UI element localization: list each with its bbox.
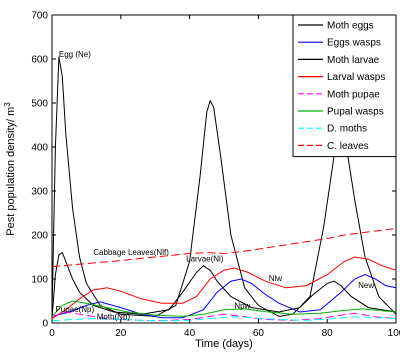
y-tick-label: 500	[31, 99, 48, 110]
annotation-pupae-np: Pupae(Np)	[55, 305, 94, 314]
x-tick-label: 40	[184, 328, 196, 339]
annotation-moth-nb: Moth(Nb)	[97, 312, 131, 321]
x-tick-label: 60	[253, 328, 265, 339]
y-tick-label: 300	[31, 187, 48, 198]
x-tick-label: 0	[49, 328, 55, 339]
y-tick-label: 400	[31, 143, 48, 154]
series-line-moth-pupae	[51, 311, 397, 322]
series-line-eggs-wasps	[51, 274, 397, 319]
annotation-layer: Egg (Ne) Cabbage Leaves(Nlf) Larvae(Nl) Nlw…	[55, 50, 374, 322]
legend-label-pupal-wasps: Pupal wasps	[327, 107, 384, 118]
y-axis-label: Pest population density/ m3	[3, 102, 17, 236]
series-line-d-moths	[51, 316, 397, 322]
legend-label-moth-larvae: Moth larvae	[327, 55, 380, 66]
y-tick-label: 200	[31, 231, 48, 242]
x-tick-label: 20	[115, 328, 127, 339]
annotation-new: New	[358, 281, 374, 290]
y-axis-label-superscript: 3	[3, 102, 12, 107]
y-axis-label-text: Pest population density/ m	[5, 107, 17, 236]
x-tick-label: 80	[322, 328, 334, 339]
legend-label-larval-wasps: Larval wasps	[327, 72, 385, 83]
annotation-egg-ne: Egg (Ne)	[59, 50, 91, 59]
legend-box	[292, 14, 397, 158]
y-tick-label: 600	[31, 55, 48, 66]
annotation-nlw: Nlw	[269, 274, 283, 283]
series-line-c-leaves	[51, 227, 397, 268]
legend-label-d-moths: D. moths	[327, 124, 367, 135]
legend-label-eggs-wasps: Eggs wasps	[327, 38, 381, 49]
legend: Moth eggs Eggs wasps Moth larvae Larval was…	[292, 14, 397, 158]
series-line-larval-wasps	[51, 256, 397, 320]
legend-label-c-leaves: C. leaves	[327, 141, 369, 152]
legend-label-moth-pupae: Moth pupae	[327, 89, 380, 100]
y-tick-label: 0	[42, 319, 48, 330]
annotation-npw: Npw	[234, 301, 250, 310]
series-line-pupal-wasps	[51, 300, 397, 317]
y-tick-label: 100	[31, 275, 48, 286]
annotation-cabbage-leaves-nlf: Cabbage Leaves(Nlf)	[93, 248, 169, 257]
series-line-moth-larvae	[51, 251, 397, 319]
x-axis-label: Time (days)	[195, 338, 253, 350]
x-tick-label: 100	[388, 328, 400, 339]
y-tick-label: 700	[31, 11, 48, 22]
legend-label-moth-eggs: Moth eggs	[327, 21, 374, 32]
annotation-larvae-nl: Larvae(Nl)	[186, 254, 224, 263]
